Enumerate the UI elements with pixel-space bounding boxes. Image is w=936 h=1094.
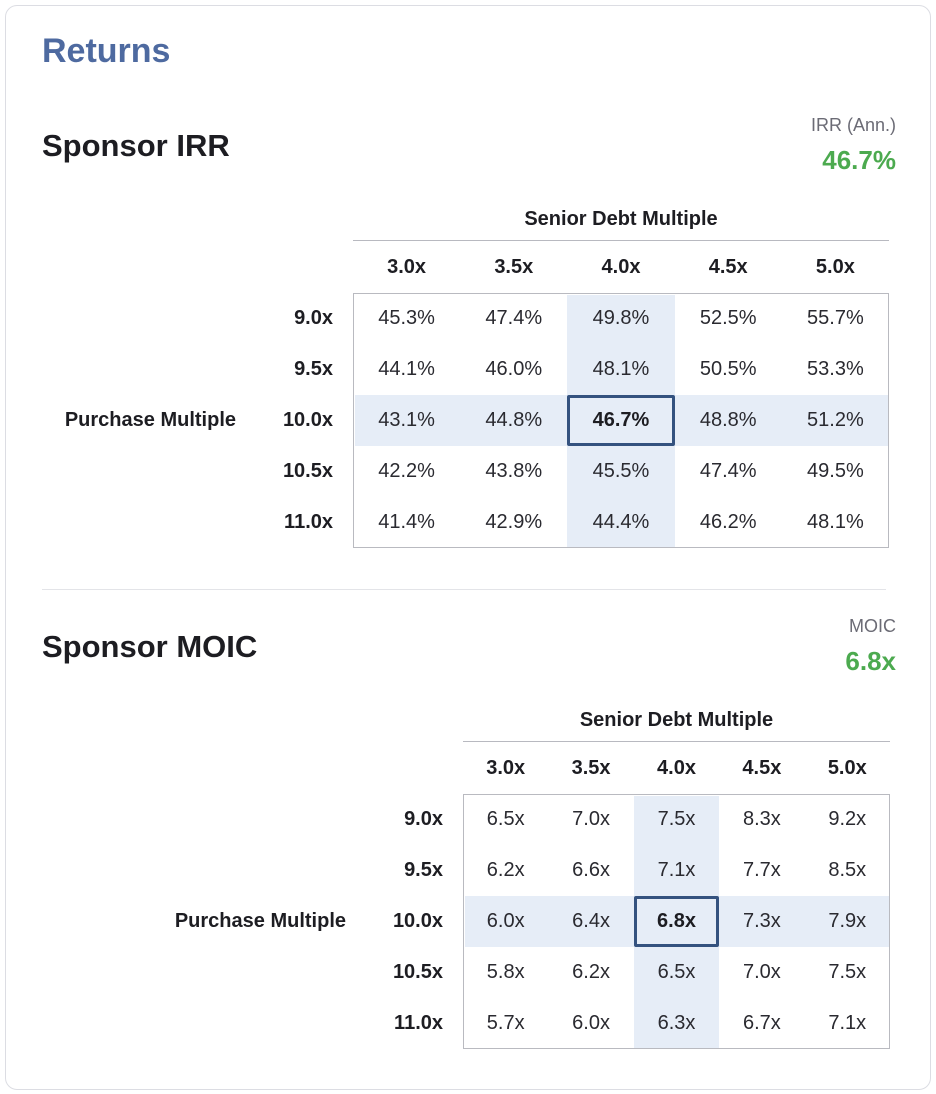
irr-col-header: 3.5x <box>494 256 534 278</box>
irr-cell: 42.2% <box>378 460 435 482</box>
moic-cell: 7.7x <box>742 859 781 881</box>
moic-cell: 8.3x <box>742 808 781 830</box>
moic-cell: 7.5x <box>657 808 696 830</box>
moic-cell: 5.8x <box>486 961 525 983</box>
moic-col-group-label: Senior Debt Multiple <box>579 709 774 731</box>
moic-cell: 6.0x <box>486 910 525 932</box>
irr-cell: 49.8% <box>592 307 650 329</box>
moic-col-header: 4.5x <box>742 757 782 779</box>
irr-col-header: 3.0x <box>387 256 427 278</box>
moic-col-group-line <box>463 741 890 742</box>
moic-cell: 9.2x <box>828 808 867 830</box>
irr-row-header: 10.0x <box>282 408 333 431</box>
moic-cell: 6.0x <box>572 1012 610 1034</box>
moic-cell: 6.7x <box>742 1012 781 1034</box>
irr-cell: 47.4% <box>699 460 757 482</box>
irr-col-group-label: Senior Debt Multiple <box>524 208 718 230</box>
irr-col-header: 4.0x <box>601 256 641 278</box>
moic-row-header: 9.5x <box>404 858 443 881</box>
irr-row-group-label: Purchase Multiple <box>64 408 236 431</box>
moic-row-header: 10.0x <box>392 909 443 932</box>
irr-cell: 48.1% <box>807 511 864 533</box>
irr-col-header: 4.5x <box>708 256 748 278</box>
irr-cell: 44.1% <box>378 358 435 380</box>
irr-cell: 46.0% <box>485 358 543 380</box>
irr-cell: 53.3% <box>807 358 864 380</box>
moic-col-header: 3.0x <box>486 757 526 779</box>
moic-col-header: 3.5x <box>571 757 611 779</box>
irr-row-header: 9.5x <box>294 357 333 380</box>
moic-row-group-label: Purchase Multiple <box>174 909 346 932</box>
irr-cell: 52.5% <box>699 307 757 329</box>
irr-section-title: Sponsor IRR <box>42 128 230 163</box>
irr-cell: 50.5% <box>699 358 757 380</box>
moic-row-header: 11.0x <box>394 1011 443 1034</box>
moic-cell: 6.3x <box>657 1012 696 1034</box>
moic-cell: 7.5x <box>828 961 867 983</box>
moic-cell: 6.4x <box>572 910 610 932</box>
irr-cell: 47.4% <box>485 307 543 329</box>
moic-row-header: 9.0x <box>404 807 443 830</box>
moic-cell: 7.1x <box>657 859 696 881</box>
moic-cell: 6.6x <box>572 859 610 881</box>
moic-cell: 5.7x <box>486 1012 525 1034</box>
irr-cell: 43.1% <box>378 409 435 431</box>
irr-metric-value: 46.7% <box>822 145 896 175</box>
moic-cell: 7.0x <box>742 961 781 983</box>
card-title: Returns <box>42 32 171 70</box>
irr-cell: 51.2% <box>807 409 864 431</box>
irr-cell: 45.5% <box>592 460 650 482</box>
irr-cell: 44.4% <box>592 511 650 533</box>
moic-cell: 7.1x <box>828 1012 867 1034</box>
irr-cell: 43.8% <box>485 460 543 482</box>
moic-metric-value: 6.8x <box>845 646 896 676</box>
irr-row-header: 9.0x <box>294 306 333 329</box>
irr-row-header: 10.5x <box>282 459 333 482</box>
irr-cell: 44.8% <box>485 409 543 431</box>
moic-col-header: 5.0x <box>827 757 867 779</box>
irr-row-header: 11.0x <box>284 510 333 533</box>
irr-metric-label: IRR (Ann.) <box>810 115 896 135</box>
moic-cell: 8.5x <box>828 859 867 881</box>
irr-selected-cell: 46.7% <box>567 395 675 446</box>
irr-col-header: 5.0x <box>815 256 855 278</box>
moic-metric-label: MOIC <box>849 616 896 636</box>
section-divider <box>42 589 886 590</box>
irr-cell: 48.1% <box>592 358 650 380</box>
moic-cell: 7.3x <box>742 910 781 932</box>
irr-cell: 45.3% <box>378 307 435 329</box>
moic-cell: 6.5x <box>657 961 696 983</box>
moic-selected-cell: 6.8x <box>633 896 720 947</box>
moic-cell: 7.9x <box>828 910 867 932</box>
moic-section-title: Sponsor MOIC <box>42 629 258 664</box>
moic-row-header: 10.5x <box>392 960 443 983</box>
moic-cell: 6.2x <box>486 859 525 881</box>
irr-cell: 46.2% <box>699 511 757 533</box>
irr-cell: 49.5% <box>807 460 864 482</box>
moic-cell: 7.0x <box>572 808 610 830</box>
irr-cell: 55.7% <box>807 307 864 329</box>
irr-cell: 41.4% <box>378 511 435 533</box>
moic-cell: 6.2x <box>572 961 610 983</box>
moic-col-header: 4.0x <box>657 757 696 779</box>
irr-cell: 42.9% <box>485 511 543 533</box>
moic-cell: 6.5x <box>486 808 525 830</box>
irr-cell: 48.8% <box>699 409 757 431</box>
irr-col-group-line <box>353 240 889 241</box>
